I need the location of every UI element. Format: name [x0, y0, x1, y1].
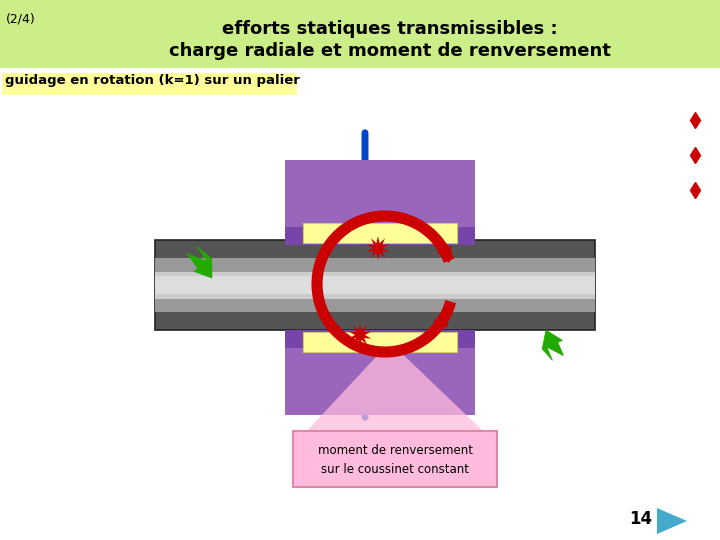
Polygon shape: [542, 330, 564, 360]
Bar: [155, 276, 595, 294]
Polygon shape: [348, 323, 372, 347]
Text: sur le coussinet constant: sur le coussinet constant: [321, 463, 469, 476]
Bar: [285, 330, 475, 348]
Text: moment de renversement: moment de renversement: [318, 444, 472, 457]
Bar: [285, 330, 475, 415]
Text: efforts statiques transmissibles :: efforts statiques transmissibles :: [222, 20, 558, 38]
Bar: [155, 258, 595, 312]
Bar: [285, 160, 475, 245]
Bar: [2, 73, 297, 95]
Polygon shape: [187, 247, 212, 278]
Text: charge radiale et moment de renversement: charge radiale et moment de renversement: [169, 42, 611, 60]
Text: 14: 14: [629, 510, 652, 528]
Bar: [155, 240, 595, 330]
Text: (2/4): (2/4): [6, 12, 36, 25]
Bar: [303, 223, 457, 243]
Bar: [0, 0, 720, 68]
Bar: [285, 227, 475, 245]
FancyBboxPatch shape: [293, 431, 497, 487]
Polygon shape: [305, 342, 485, 433]
Polygon shape: [366, 236, 390, 260]
Bar: [155, 272, 595, 299]
Text: guidage en rotation (k=1) sur un palier: guidage en rotation (k=1) sur un palier: [5, 74, 300, 87]
Bar: [303, 332, 457, 352]
Polygon shape: [657, 508, 687, 534]
